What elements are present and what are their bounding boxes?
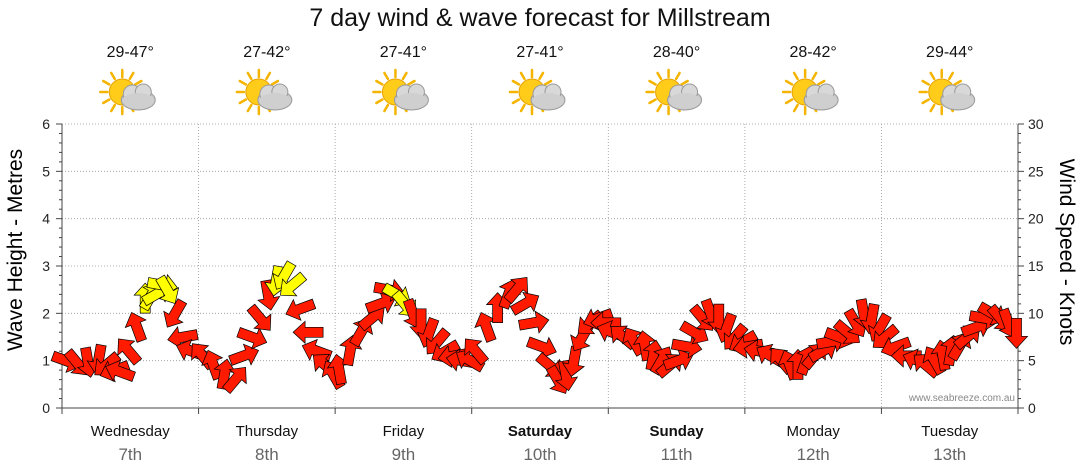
right-axis-ticks: 0 5 10 15 20 25 30	[1028, 116, 1044, 416]
sun-behind-cloud-icon	[372, 68, 429, 116]
wind-arrow	[124, 311, 147, 343]
axes	[56, 123, 1024, 414]
temperature-label: 29-44°	[926, 44, 973, 61]
wind-arrow	[163, 298, 188, 328]
left-tick-label: 5	[42, 163, 50, 179]
sun-behind-cloud-icon	[235, 68, 293, 116]
day-date-label: 8th	[255, 445, 279, 464]
day-name-label: Wednesday	[91, 423, 170, 440]
wind-arrow	[518, 310, 550, 334]
wind-arrow	[292, 320, 324, 345]
right-tick-label: 5	[1028, 353, 1036, 369]
day-labels: Wednesday 7th Thursday 8th Friday 9th Saturday…	[91, 423, 979, 464]
right-tick-label: 20	[1028, 211, 1044, 227]
left-axis-ticks: 0 1 2 3 4 5 6	[42, 116, 50, 416]
wind-arrow	[117, 338, 143, 366]
day-name-label: Friday	[383, 423, 425, 440]
wind-arrow	[554, 359, 579, 392]
wind-arrow	[280, 271, 308, 297]
right-tick-label: 10	[1028, 305, 1044, 321]
wind-arrow	[474, 311, 497, 343]
wind-arrow	[246, 303, 272, 331]
temperature-label: 27-42°	[243, 44, 290, 61]
right-axis-title: Wind Speed - Knots	[1055, 159, 1078, 346]
left-tick-label: 6	[42, 116, 50, 132]
grid-lines	[62, 123, 1018, 408]
wind-arrow	[503, 277, 529, 305]
wind-arrow	[561, 345, 585, 377]
day-name-label: Thursday	[236, 423, 299, 440]
chart-title: 7 day wind & wave forecast for Millstrea…	[309, 4, 771, 32]
left-axis-title: Wave Height - Metres	[4, 149, 27, 351]
day-name-label: Saturday	[508, 423, 573, 440]
wind-arrow	[236, 327, 268, 350]
right-tick-label: 30	[1028, 116, 1044, 132]
day-date-label: 9th	[392, 445, 416, 464]
weather-icons	[99, 68, 976, 116]
wind-arrow	[221, 366, 247, 395]
wind-arrows	[50, 260, 1029, 395]
left-tick-label: 4	[42, 211, 50, 227]
sun-behind-cloud-icon	[918, 68, 976, 116]
sun-behind-cloud-icon	[99, 68, 156, 116]
watermark: www.seabreeze.com.au	[908, 393, 1015, 404]
wind-arrow	[662, 348, 694, 371]
left-tick-label: 3	[42, 258, 50, 274]
sun-behind-cloud-icon	[645, 68, 703, 116]
left-tick-label: 1	[42, 353, 50, 369]
wind-arrow	[1004, 317, 1029, 349]
temperature-label: 28-40°	[653, 44, 700, 61]
right-tick-label: 25	[1028, 163, 1044, 179]
wind-arrow	[364, 291, 396, 314]
right-tick-label: 15	[1028, 258, 1044, 274]
wind-arrow	[257, 279, 281, 311]
temperature-label: 27-41°	[380, 44, 427, 61]
day-date-label: 11th	[661, 445, 693, 464]
sun-behind-cloud-icon	[781, 68, 839, 116]
temperature-label: 29-47°	[107, 44, 154, 61]
temperature-label: 28-42°	[789, 44, 836, 61]
temperature-label: 27-41°	[516, 44, 563, 61]
wind-arrow	[525, 336, 557, 359]
day-date-label: 12th	[797, 445, 830, 464]
left-tick-label: 2	[42, 305, 50, 321]
day-name-label: Sunday	[649, 423, 704, 440]
wind-arrow	[228, 343, 260, 366]
wind-arrow	[509, 291, 540, 316]
day-date-label: 13th	[933, 445, 966, 464]
day-name-label: Tuesday	[921, 423, 978, 440]
day-name-label: Monday	[786, 423, 840, 440]
right-tick-label: 0	[1028, 400, 1036, 416]
wind-arrow	[285, 298, 317, 321]
sun-behind-cloud-icon	[508, 68, 566, 116]
day-date-label: 10th	[523, 445, 556, 464]
wind-arrow	[167, 326, 199, 350]
daily-temperatures: 29-47° 27-42° 27-41° 27-41° 28-40° 28-42° 29-4…	[107, 44, 974, 61]
wind-arrow	[105, 359, 136, 382]
wind-arrow	[464, 338, 490, 366]
left-tick-label: 0	[42, 400, 50, 416]
day-date-label: 7th	[118, 445, 142, 464]
wind-arrow	[155, 274, 180, 305]
wind-arrow	[272, 260, 297, 290]
